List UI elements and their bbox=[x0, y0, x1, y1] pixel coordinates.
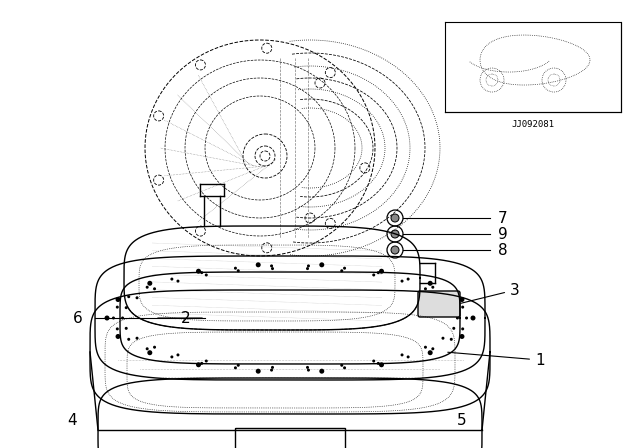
Circle shape bbox=[256, 369, 260, 374]
Circle shape bbox=[200, 362, 204, 365]
Circle shape bbox=[377, 362, 380, 365]
Circle shape bbox=[442, 337, 444, 340]
Circle shape bbox=[237, 364, 240, 367]
Circle shape bbox=[177, 353, 179, 357]
Circle shape bbox=[406, 355, 410, 358]
Text: 3: 3 bbox=[461, 283, 520, 303]
Circle shape bbox=[147, 281, 152, 286]
Circle shape bbox=[125, 327, 128, 330]
Circle shape bbox=[271, 267, 274, 270]
Circle shape bbox=[452, 327, 455, 330]
Circle shape bbox=[460, 297, 465, 302]
Circle shape bbox=[406, 278, 410, 280]
Circle shape bbox=[307, 369, 310, 371]
Circle shape bbox=[450, 338, 452, 341]
Circle shape bbox=[319, 369, 324, 374]
Circle shape bbox=[431, 286, 435, 289]
Circle shape bbox=[461, 327, 464, 330]
Circle shape bbox=[146, 347, 148, 350]
Circle shape bbox=[319, 263, 324, 267]
Circle shape bbox=[200, 271, 204, 274]
Circle shape bbox=[196, 362, 201, 367]
Circle shape bbox=[452, 306, 455, 309]
Circle shape bbox=[170, 278, 173, 280]
Text: 2: 2 bbox=[180, 310, 190, 326]
Circle shape bbox=[470, 315, 476, 320]
Circle shape bbox=[306, 267, 309, 270]
Circle shape bbox=[465, 316, 468, 319]
Circle shape bbox=[391, 214, 399, 222]
Circle shape bbox=[116, 306, 119, 309]
Circle shape bbox=[343, 366, 346, 369]
Circle shape bbox=[461, 306, 464, 309]
Circle shape bbox=[401, 280, 404, 283]
Circle shape bbox=[127, 295, 130, 298]
Circle shape bbox=[271, 366, 274, 369]
Circle shape bbox=[127, 338, 130, 341]
Circle shape bbox=[153, 346, 156, 349]
Circle shape bbox=[270, 369, 273, 371]
Circle shape bbox=[372, 273, 375, 276]
Circle shape bbox=[256, 263, 260, 267]
Circle shape bbox=[121, 316, 124, 319]
Circle shape bbox=[136, 296, 138, 299]
Circle shape bbox=[104, 315, 109, 320]
Circle shape bbox=[456, 316, 459, 319]
Circle shape bbox=[116, 327, 119, 330]
Text: 5: 5 bbox=[457, 413, 467, 427]
Circle shape bbox=[379, 269, 384, 274]
Text: 8: 8 bbox=[498, 242, 508, 258]
Circle shape bbox=[372, 360, 375, 362]
Text: 9: 9 bbox=[498, 227, 508, 241]
Circle shape bbox=[431, 347, 435, 350]
Circle shape bbox=[401, 353, 404, 357]
FancyBboxPatch shape bbox=[418, 291, 460, 317]
Circle shape bbox=[205, 273, 208, 276]
Circle shape bbox=[205, 360, 208, 362]
Circle shape bbox=[428, 350, 433, 355]
Circle shape bbox=[234, 267, 237, 270]
Circle shape bbox=[116, 297, 120, 302]
Circle shape bbox=[460, 334, 465, 339]
Circle shape bbox=[391, 246, 399, 254]
Circle shape bbox=[177, 280, 179, 283]
Circle shape bbox=[147, 350, 152, 355]
Circle shape bbox=[424, 287, 427, 290]
Circle shape bbox=[196, 269, 201, 274]
Circle shape bbox=[237, 269, 240, 272]
Circle shape bbox=[112, 316, 115, 319]
Circle shape bbox=[170, 355, 173, 358]
Text: 1: 1 bbox=[448, 352, 545, 367]
Circle shape bbox=[377, 271, 380, 274]
Circle shape bbox=[125, 306, 128, 309]
Circle shape bbox=[307, 264, 310, 267]
Circle shape bbox=[153, 287, 156, 290]
Circle shape bbox=[234, 366, 237, 369]
Circle shape bbox=[136, 337, 138, 340]
Circle shape bbox=[424, 346, 427, 349]
Circle shape bbox=[428, 281, 433, 286]
Text: 4: 4 bbox=[67, 413, 77, 427]
Circle shape bbox=[343, 267, 346, 270]
Circle shape bbox=[391, 230, 399, 238]
Circle shape bbox=[442, 296, 444, 299]
Circle shape bbox=[146, 286, 148, 289]
Circle shape bbox=[340, 364, 343, 367]
Text: 6: 6 bbox=[73, 310, 83, 326]
Text: 7: 7 bbox=[498, 211, 508, 225]
Circle shape bbox=[116, 334, 120, 339]
Text: JJ092081: JJ092081 bbox=[511, 120, 554, 129]
Circle shape bbox=[340, 269, 343, 272]
Circle shape bbox=[450, 295, 452, 298]
Circle shape bbox=[306, 366, 309, 369]
Circle shape bbox=[379, 362, 384, 367]
Circle shape bbox=[270, 264, 273, 267]
